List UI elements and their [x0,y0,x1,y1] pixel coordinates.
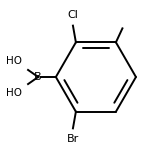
Text: B: B [34,72,42,82]
Text: HO: HO [6,88,22,98]
Text: Br: Br [67,134,79,144]
Text: HO: HO [6,56,22,66]
Text: Cl: Cl [67,10,78,20]
